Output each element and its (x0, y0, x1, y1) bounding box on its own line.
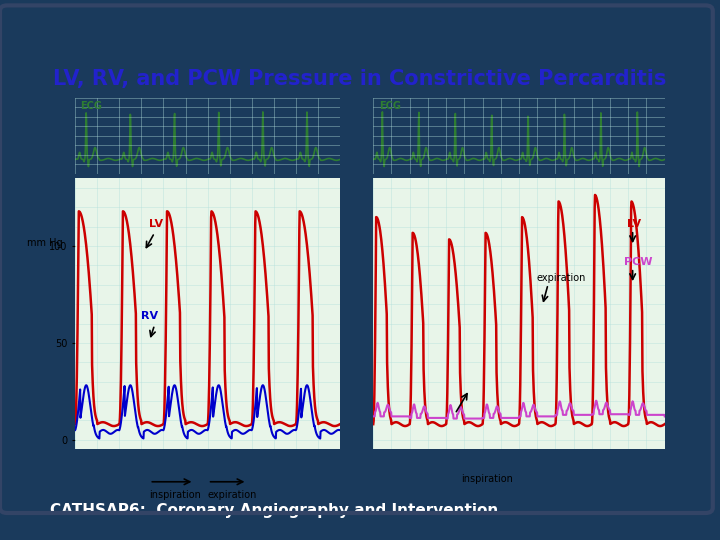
Text: PCW: PCW (624, 257, 652, 267)
Text: ECG: ECG (81, 101, 102, 111)
Text: mm Hg: mm Hg (27, 238, 63, 248)
Text: expiration: expiration (207, 490, 257, 500)
Text: inspiration: inspiration (149, 490, 201, 500)
Text: LV: LV (149, 219, 163, 229)
Text: LV, RV, and PCW Pressure in Constrictive Percarditis: LV, RV, and PCW Pressure in Constrictive… (53, 69, 667, 89)
Text: LV: LV (627, 219, 641, 229)
Text: inspiration: inspiration (461, 474, 513, 484)
Text: CATHSAP6:  Coronary Angiography and Intervention: CATHSAP6: Coronary Angiography and Inter… (50, 503, 499, 518)
Text: expiration: expiration (536, 273, 586, 284)
Text: RV: RV (141, 311, 158, 321)
Text: ECG: ECG (379, 101, 401, 111)
